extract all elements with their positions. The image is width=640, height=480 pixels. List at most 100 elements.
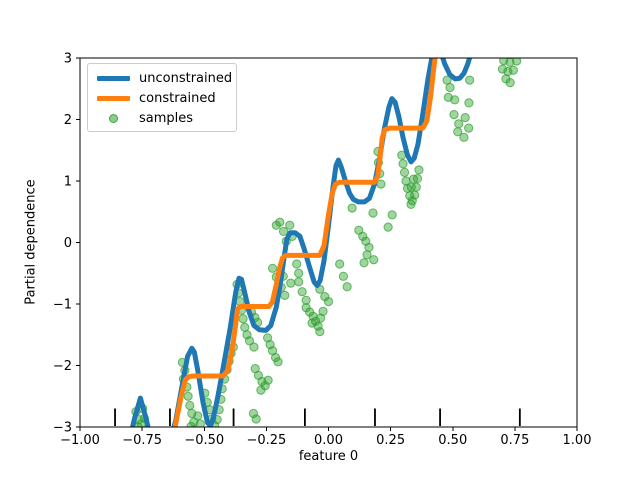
x-tick-label: −0.50 <box>184 433 224 448</box>
sample-point <box>450 95 460 105</box>
x-tick-label: 0.00 <box>314 433 343 448</box>
sample-point <box>185 400 195 411</box>
sample-point <box>460 113 470 123</box>
unconstrained-line <box>129 58 473 427</box>
y-tick-label: 3 <box>64 52 72 67</box>
series-layer <box>129 58 522 427</box>
sample-point <box>301 295 311 305</box>
x-tick-label: −0.75 <box>122 433 162 448</box>
sample-point <box>464 123 474 133</box>
sample-point <box>251 414 261 424</box>
sample-point <box>238 314 248 324</box>
sample-point <box>376 179 386 189</box>
sample-point <box>368 208 378 218</box>
sample-point <box>414 165 424 175</box>
sample-point <box>244 336 255 346</box>
x-tick-label: 0.50 <box>438 433 467 448</box>
y-tick-label: 1 <box>64 175 72 190</box>
sample-point <box>383 222 393 232</box>
x-axis-label: feature 0 <box>298 449 359 464</box>
legend-entry-constrained: constrained <box>88 88 236 108</box>
legend-circle-sample <box>109 113 118 123</box>
sample-point <box>278 226 289 237</box>
sample-point <box>399 167 410 177</box>
axes-ticks: −1.00 −0.75 −0.50 −0.25 0.00 0.25 0.50 0.75 1.00… <box>53 52 592 449</box>
sample-point <box>453 127 463 137</box>
y-tick-label: 0 <box>64 236 72 251</box>
sample-point <box>183 391 193 401</box>
sample-point <box>318 306 328 316</box>
sample-point <box>307 318 317 328</box>
sample-point <box>359 258 369 268</box>
legend-label: unconstrained <box>139 70 233 86</box>
legend-box: unconstrained constrained samples <box>87 63 237 132</box>
sample-point <box>512 58 522 66</box>
legend-label: constrained <box>139 90 216 106</box>
legend-line-swatch <box>97 95 130 101</box>
sample-point <box>410 190 420 200</box>
sample-point <box>285 220 295 230</box>
x-tick-label: 1.00 <box>563 433 592 448</box>
sample-point <box>273 357 283 367</box>
sample-point <box>362 250 372 260</box>
sample-point <box>263 375 273 385</box>
sample-point <box>387 210 397 220</box>
sample-point <box>186 421 196 427</box>
sample-point <box>411 182 421 192</box>
sample-point <box>454 119 464 129</box>
sample-point <box>508 65 518 75</box>
sample-point <box>358 231 368 241</box>
sample-point <box>193 411 203 421</box>
y-tick-label: −2 <box>53 359 72 374</box>
sample-point <box>297 287 307 297</box>
sample-point <box>263 333 273 343</box>
sample-point <box>248 408 259 419</box>
sample-point <box>342 282 352 292</box>
legend-line-sample <box>97 75 130 81</box>
plot-border <box>79 57 578 428</box>
sample-point <box>315 313 326 323</box>
sample-point <box>465 75 475 85</box>
sample-point <box>398 159 408 169</box>
sample-point <box>286 278 296 288</box>
sample-point <box>347 203 357 213</box>
decile-rug-marks <box>114 408 521 426</box>
sample-point <box>256 385 266 395</box>
y-axis-label: Partial dependence <box>23 179 39 305</box>
legend-label: samples <box>139 110 194 126</box>
legend-marker-icon <box>97 113 130 123</box>
sample-point <box>294 268 304 278</box>
sample-point <box>271 220 281 230</box>
sample-point <box>294 277 304 287</box>
sample-point <box>280 290 290 300</box>
sample-point <box>338 271 349 281</box>
sample-point <box>195 419 205 427</box>
sample-point <box>292 259 302 269</box>
sample-point <box>464 98 474 108</box>
sample-point <box>505 78 515 88</box>
x-tick-label: 0.75 <box>500 433 529 448</box>
sample-point <box>406 182 416 192</box>
legend-entry-samples: samples <box>88 108 236 128</box>
sample-point <box>497 64 508 74</box>
sample-point <box>323 296 334 307</box>
legend-line-swatch <box>97 75 130 81</box>
x-tick-label: −0.25 <box>246 433 286 448</box>
legend-line-sample <box>97 95 130 101</box>
legend-entry-unconstrained: unconstrained <box>88 68 236 88</box>
sample-point <box>406 199 416 209</box>
y-tick-label: −1 <box>53 298 72 313</box>
sample-point <box>449 109 459 120</box>
sample-point <box>445 82 455 93</box>
sample-point <box>249 342 259 352</box>
sample-point <box>315 327 325 337</box>
sample-point <box>459 132 469 142</box>
sample-point <box>408 174 419 184</box>
y-tick-label: 2 <box>64 113 72 128</box>
x-tick-label: −1.00 <box>60 433 100 448</box>
sample-point <box>335 259 345 269</box>
sample-point <box>369 255 379 265</box>
x-tick-label: 0.25 <box>376 433 405 448</box>
